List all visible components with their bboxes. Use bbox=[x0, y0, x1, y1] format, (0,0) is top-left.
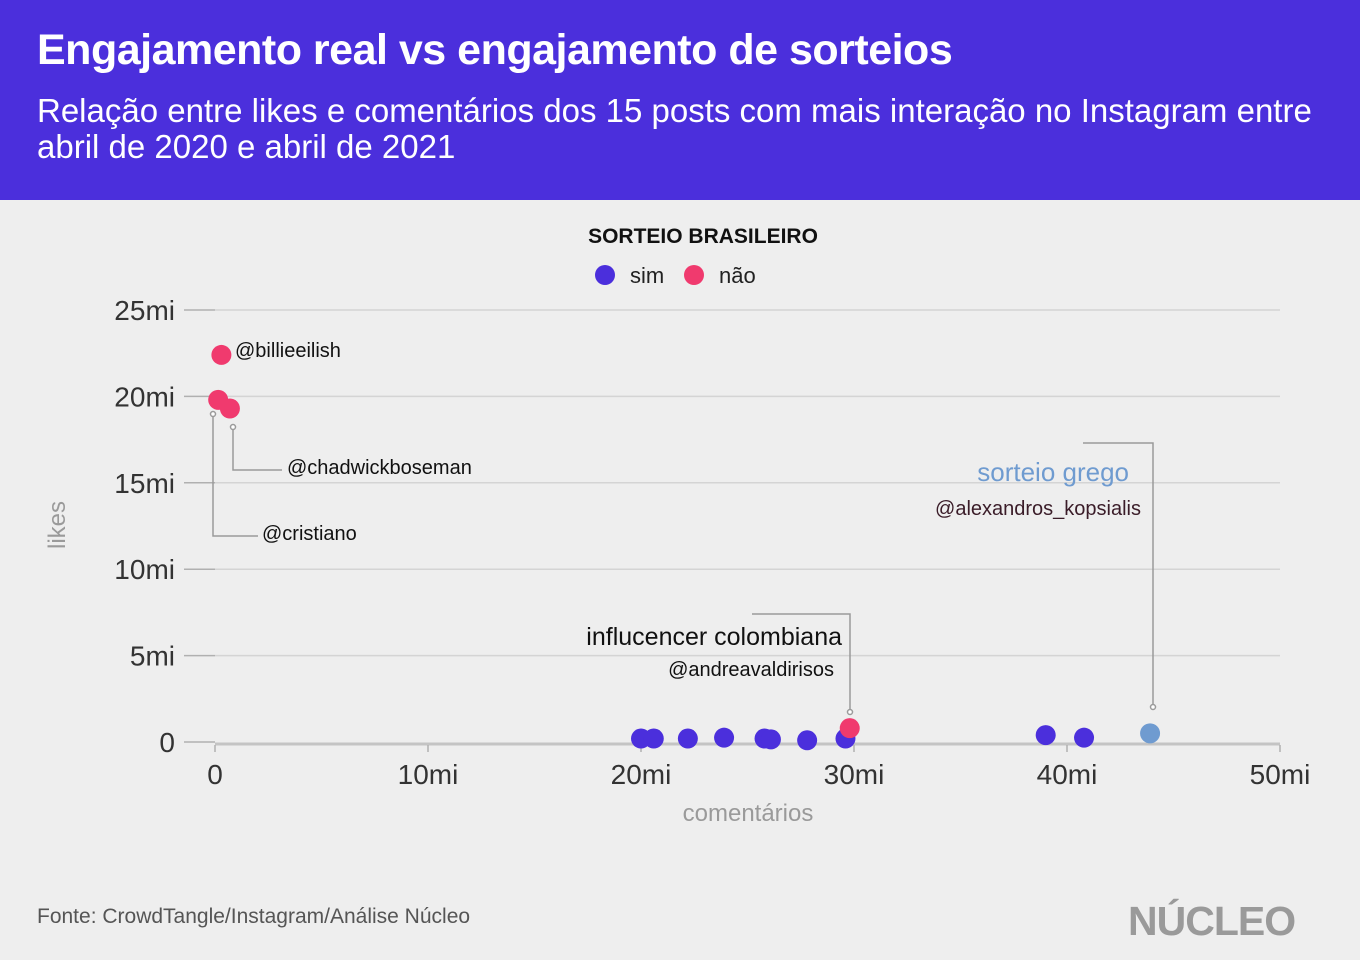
legend-swatch-nao bbox=[684, 265, 704, 285]
connector-dot-cristiano bbox=[209, 410, 217, 418]
connector-dot-chadwick bbox=[229, 423, 237, 431]
chart-title: Engajamento real vs engajamento de sorte… bbox=[37, 26, 953, 74]
connector-cristiano bbox=[212, 414, 258, 537]
x-tick-label: 40mi bbox=[1037, 759, 1098, 790]
annotation-grego-handle: @alexandros_kopsialis bbox=[935, 498, 1141, 520]
data-point-sim bbox=[797, 730, 818, 751]
legend-label-nao: não bbox=[719, 263, 756, 288]
x-tick-label: 20mi bbox=[611, 759, 672, 790]
y-tick-label: 15mi bbox=[114, 468, 175, 499]
source-note: Fonte: CrowdTangle/Instagram/Análise Núc… bbox=[37, 905, 471, 928]
legend-label-sim: sim bbox=[630, 263, 664, 288]
x-tick-label: 50mi bbox=[1250, 759, 1311, 790]
legend-title: SORTEIO BRASILEIRO bbox=[588, 225, 818, 248]
data-points bbox=[208, 344, 1161, 751]
x-tick-label: 10mi bbox=[398, 759, 459, 790]
x-axis-label: comentários bbox=[683, 800, 814, 827]
legend-swatch-sim bbox=[595, 265, 615, 285]
data-point-nao bbox=[211, 344, 232, 365]
annotation-colombiana-handle: @andreavaldirisos bbox=[668, 659, 834, 681]
header-banner: Engajamento real vs engajamento de sorte… bbox=[0, 0, 1360, 200]
chart-subtitle: Relação entre likes e comentários dos 15… bbox=[37, 92, 1312, 165]
axes: 0 5mi 10mi 15mi 20mi 25mi 0 10mi 20mi 30mi 40mi 50m… bbox=[114, 295, 1310, 790]
gridlines bbox=[215, 309, 1280, 657]
annotation-colombiana-title: influcencer colombiana bbox=[586, 623, 842, 651]
connector-colombiana bbox=[752, 613, 851, 712]
data-point-sim bbox=[1074, 727, 1095, 748]
y-tick-label: 5mi bbox=[130, 641, 175, 672]
data-point-grego bbox=[1140, 723, 1161, 744]
connector-chadwick bbox=[232, 427, 282, 471]
annotation-grego-title: sorteio grego bbox=[977, 457, 1129, 487]
y-tick-label: 10mi bbox=[114, 554, 175, 585]
annotation-billieeilish: @billieeilish bbox=[235, 340, 341, 362]
y-tick-label: 25mi bbox=[114, 295, 175, 326]
data-point-sim bbox=[760, 729, 781, 750]
data-point-sim bbox=[643, 728, 664, 749]
connector-dot-colombiana bbox=[846, 708, 854, 716]
x-tick-label: 30mi bbox=[824, 759, 885, 790]
nucleo-logo: NÚCLEO bbox=[1128, 898, 1296, 944]
data-point-sim bbox=[714, 727, 735, 748]
y-axis-label: likes bbox=[44, 501, 71, 549]
annotation-chadwickboseman: @chadwickboseman bbox=[287, 457, 472, 479]
data-point-nao bbox=[839, 718, 860, 739]
connector-grego bbox=[1083, 442, 1154, 707]
data-point-nao bbox=[219, 398, 240, 419]
connector-dot-grego bbox=[1149, 703, 1157, 711]
y-tick-label: 20mi bbox=[114, 381, 175, 412]
annotation-cristiano: @cristiano bbox=[262, 523, 357, 545]
x-tick-label: 0 bbox=[207, 759, 223, 790]
data-point-sim bbox=[677, 728, 698, 749]
scatter-chart: SORTEIO BRASILEIRO sim não 0 5mi 10mi 15mi 2… bbox=[44, 225, 1310, 827]
y-tick-label: 0 bbox=[159, 727, 175, 758]
annotation-connectors bbox=[209, 410, 1157, 716]
data-point-sim bbox=[1035, 725, 1056, 746]
